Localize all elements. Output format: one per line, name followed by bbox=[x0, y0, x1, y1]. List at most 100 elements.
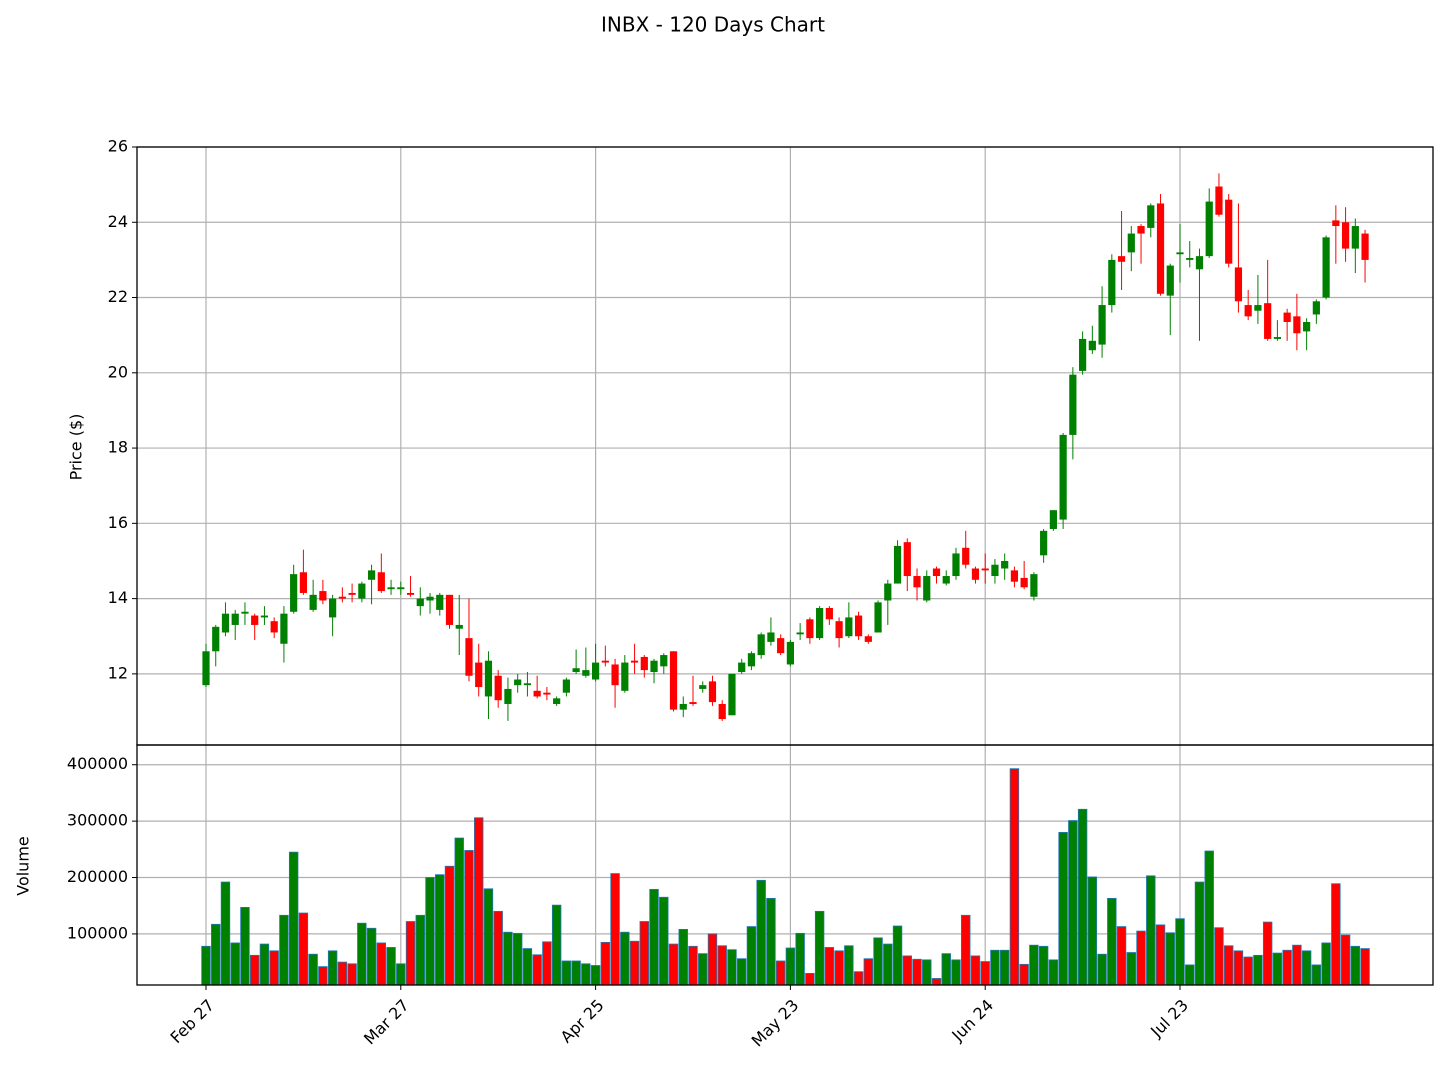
candle-body bbox=[387, 587, 395, 590]
x-tick-label: Apr 25 bbox=[557, 996, 608, 1047]
candle-body bbox=[913, 576, 921, 588]
volume-bar bbox=[961, 914, 971, 986]
volume-bar bbox=[999, 949, 1010, 986]
candle-body bbox=[1283, 312, 1291, 322]
volume-bar bbox=[220, 881, 231, 986]
volume-bar bbox=[1038, 945, 1049, 986]
candle-body bbox=[280, 613, 288, 644]
volume-bar bbox=[308, 953, 318, 986]
candle-body bbox=[582, 670, 590, 676]
x-tick-label: Jun 24 bbox=[947, 996, 997, 1046]
volume-bar bbox=[727, 949, 737, 986]
candle-body bbox=[884, 583, 892, 601]
candle-body bbox=[1059, 434, 1067, 520]
volume-bar bbox=[1262, 921, 1273, 986]
volume-bar bbox=[1087, 876, 1098, 986]
volume-bar bbox=[581, 963, 591, 986]
candle-body bbox=[465, 638, 473, 676]
volume-bar bbox=[698, 953, 708, 986]
candle-body bbox=[1117, 256, 1126, 262]
volume-bar bbox=[766, 897, 776, 986]
volume-bar bbox=[201, 945, 211, 986]
volume-bar bbox=[1331, 883, 1341, 986]
candle-body bbox=[484, 660, 493, 697]
y-tick-label: 16 bbox=[108, 513, 128, 532]
candle-body bbox=[660, 655, 668, 667]
candle-body bbox=[923, 576, 931, 601]
candle-body bbox=[445, 594, 454, 625]
candle-body bbox=[679, 703, 687, 710]
candle-body bbox=[260, 615, 269, 618]
candle-body bbox=[806, 619, 814, 639]
volume-bar bbox=[883, 943, 893, 986]
candle-body bbox=[1244, 305, 1252, 317]
candle-body bbox=[1312, 301, 1320, 315]
candle-body bbox=[455, 624, 463, 629]
volume-bar bbox=[211, 923, 221, 986]
volume-bar bbox=[542, 941, 552, 986]
volume-bar bbox=[610, 873, 620, 986]
candle-body bbox=[1341, 222, 1350, 249]
candle-body bbox=[1079, 338, 1087, 371]
candle-body bbox=[971, 568, 980, 580]
volume-bar bbox=[873, 937, 883, 986]
candle-body bbox=[241, 611, 249, 614]
candle-body bbox=[1186, 258, 1194, 260]
volume-bar bbox=[990, 949, 1000, 986]
candle-body bbox=[221, 613, 230, 633]
candle-body bbox=[523, 683, 532, 686]
volume-bar bbox=[620, 931, 630, 986]
volume-bar bbox=[746, 926, 757, 986]
candle-body bbox=[1040, 530, 1048, 556]
volume-bar bbox=[269, 950, 279, 986]
candle-body bbox=[406, 592, 415, 595]
candle-body bbox=[757, 634, 765, 656]
volume-bar bbox=[1311, 964, 1322, 986]
candle-body bbox=[348, 592, 356, 595]
candle-body bbox=[416, 598, 424, 607]
candle-body bbox=[669, 651, 678, 710]
volume-bar bbox=[1214, 927, 1224, 986]
candle-body bbox=[1264, 303, 1272, 339]
candle-body bbox=[504, 688, 512, 704]
volume-bar bbox=[405, 921, 416, 986]
volume-bar bbox=[600, 941, 611, 986]
volume-bar bbox=[922, 959, 932, 986]
volume-bar bbox=[571, 960, 581, 986]
x-tick-label: May 23 bbox=[748, 996, 803, 1051]
candle-body bbox=[358, 583, 366, 599]
candle-body bbox=[543, 692, 551, 695]
volume-bar bbox=[678, 928, 688, 986]
volume-bar bbox=[298, 912, 309, 986]
volume-bar bbox=[474, 817, 484, 986]
candle-body bbox=[1010, 570, 1019, 582]
candle-body bbox=[1069, 374, 1077, 435]
candle-body bbox=[1088, 340, 1096, 351]
candle-body bbox=[1098, 305, 1106, 345]
volume-bar bbox=[503, 931, 513, 986]
volume-bar bbox=[1048, 959, 1059, 986]
volume-bar bbox=[279, 914, 289, 986]
volume-bar bbox=[805, 972, 815, 986]
candle-body bbox=[718, 703, 726, 720]
candle-body bbox=[874, 602, 882, 633]
candle-body bbox=[367, 570, 376, 580]
chart-title: INBX - 120 Days Chart bbox=[601, 13, 825, 37]
volume-bar bbox=[327, 950, 338, 986]
volume-bar bbox=[639, 921, 650, 986]
candle-body bbox=[212, 626, 220, 652]
candle-body bbox=[1195, 256, 1204, 270]
volume-bar bbox=[396, 963, 406, 986]
volume-bar bbox=[902, 955, 912, 986]
volume-bar bbox=[649, 888, 659, 986]
volume-bar bbox=[1292, 944, 1302, 986]
candle-body bbox=[514, 679, 522, 686]
volume-bar bbox=[230, 942, 240, 986]
volume-bar bbox=[1204, 850, 1214, 986]
candle-body bbox=[893, 545, 902, 584]
candle-body bbox=[202, 651, 210, 686]
volume-bar bbox=[941, 953, 951, 986]
volume-bar bbox=[980, 961, 990, 986]
candle-body bbox=[650, 660, 658, 672]
